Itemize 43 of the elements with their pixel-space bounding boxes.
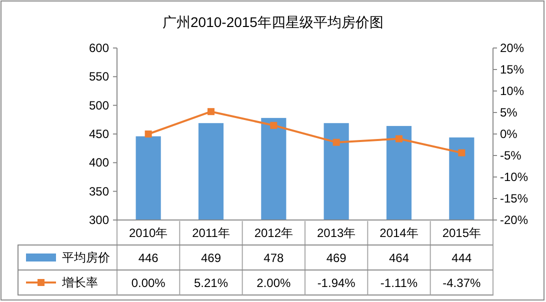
data-label: 469	[326, 251, 347, 265]
y2-tick-label: -5%	[500, 148, 522, 162]
legend-label: 平均房价	[62, 250, 110, 264]
y2-tick-label: 20%	[500, 41, 524, 55]
data-label: 2.00%	[256, 276, 292, 290]
data-label: 444	[452, 251, 472, 265]
point	[270, 122, 278, 129]
x-tick-label: 2013年	[316, 226, 356, 240]
data-label: -1.11%	[380, 276, 418, 290]
y2-tick-label: 15%	[500, 62, 524, 76]
y2-tick-label: -10%	[500, 170, 528, 184]
point	[144, 130, 152, 138]
data-label: 478	[264, 251, 284, 265]
data-label: 446	[138, 251, 159, 265]
point	[332, 138, 340, 146]
y-tick-label: 350	[88, 184, 110, 198]
x-tick-label: 2014年	[380, 226, 418, 240]
x-tick-label: 2011年	[192, 226, 230, 240]
y2-tick-label: 10%	[500, 84, 524, 98]
data-label: 5.21%	[194, 276, 228, 290]
point	[396, 135, 402, 142]
data-label: -1.94%	[317, 276, 356, 290]
y2-tick-label: -20%	[500, 213, 528, 227]
x-tick-label: 2010年	[128, 226, 168, 240]
x-tick-label: 2015年	[442, 226, 482, 240]
data-label: 0.00%	[131, 276, 166, 290]
data-label: -4.37%	[442, 276, 482, 290]
y-tick-label: 400	[88, 156, 110, 170]
y2-tick-label: 0%	[500, 127, 518, 141]
y-tick-label: 550	[88, 70, 110, 84]
chart-title: 广州2010-2015年四星级平均房价图	[162, 14, 384, 30]
y2-tick-label: -15%	[500, 192, 528, 206]
data-label: 469	[200, 251, 222, 265]
point	[208, 108, 214, 116]
y-tick-label: 500	[88, 98, 110, 112]
y2-tick-label: 5%	[500, 106, 518, 120]
legend-label: 增长率	[61, 276, 98, 290]
point	[458, 149, 466, 156]
y-tick-label: 300	[88, 213, 110, 227]
y-tick-label: 600	[88, 41, 110, 55]
y-tick-label: 450	[88, 127, 110, 141]
x-tick-label: 2012年	[254, 226, 294, 240]
data-label: 464	[388, 251, 410, 265]
